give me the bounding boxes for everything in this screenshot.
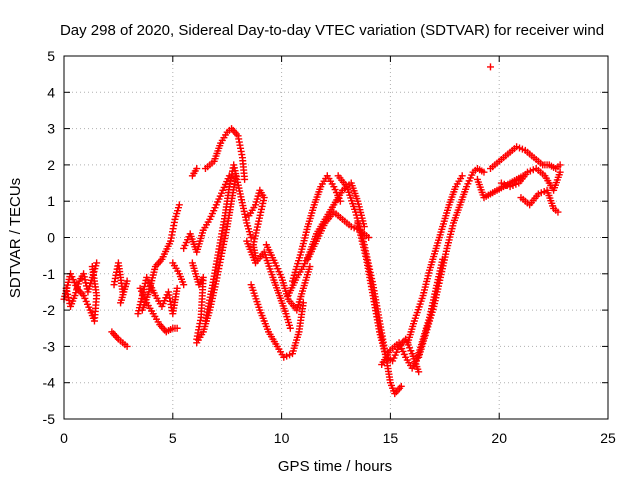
series-trace-ad <box>517 186 562 216</box>
y-tick-label: -5 <box>43 411 56 427</box>
data-point <box>123 342 131 350</box>
x-tick-label: 20 <box>491 430 507 446</box>
x-axis-label: GPS time / hours <box>278 458 392 475</box>
data-point <box>232 172 240 180</box>
data-point <box>458 172 466 180</box>
data-point <box>175 201 183 209</box>
x-tick-label: 0 <box>60 430 68 446</box>
series-trace-h <box>169 259 188 289</box>
y-tick-label: 5 <box>47 48 55 64</box>
series-trace-ab <box>486 143 564 173</box>
data-point <box>241 175 249 183</box>
data-point <box>397 382 405 390</box>
series-trace-m <box>201 125 249 183</box>
data-point <box>336 197 344 205</box>
x-tick-label: 15 <box>383 430 399 446</box>
y-tick-label: -1 <box>43 266 56 282</box>
y-tick-label: 4 <box>47 84 55 100</box>
data-point <box>365 234 373 241</box>
data-point <box>173 284 181 292</box>
data-point <box>225 172 233 180</box>
data-point <box>556 168 564 176</box>
data-point <box>93 259 101 267</box>
data-point <box>486 63 494 71</box>
data-point <box>286 324 294 332</box>
data-point <box>247 234 255 241</box>
series-trace-y <box>404 172 466 347</box>
data-point <box>173 324 181 332</box>
data-point <box>415 368 423 376</box>
series-trace-o <box>245 186 268 260</box>
series-trace-g <box>138 201 183 314</box>
y-tick-label: -4 <box>43 375 56 391</box>
x-tick-label: 10 <box>274 430 290 446</box>
series-trace-l <box>193 172 240 347</box>
series-trace-w <box>354 219 423 376</box>
y-tick-label: 3 <box>47 121 55 137</box>
chart-title: Day 298 of 2020, Sidereal Day-to-day VTE… <box>60 22 604 39</box>
data-point <box>299 299 307 307</box>
y-tick-label: 2 <box>47 157 55 173</box>
series-trace-r <box>262 241 314 314</box>
x-tick-label: 5 <box>169 430 177 446</box>
data-point <box>554 208 562 216</box>
series-trace-ac <box>497 165 564 194</box>
data-point <box>117 299 125 307</box>
axis-ticks: 0 5 10 15 20 25 -5 -4 -3 -2 -1 0 1 2 3 4 5 <box>43 48 616 446</box>
series-trace-d <box>108 328 131 350</box>
y-tick-label: 0 <box>47 230 55 246</box>
grid <box>64 56 608 419</box>
y-axis-label: SDTVAR / TECUs <box>7 178 24 298</box>
series-trace-z <box>415 165 488 361</box>
series-trace-q <box>247 281 307 361</box>
data-point <box>480 168 488 176</box>
data-point <box>193 165 201 173</box>
series-trace-b <box>62 259 101 310</box>
series-trace-u <box>304 208 373 263</box>
data-point <box>180 281 188 289</box>
series-trace-p <box>243 237 294 332</box>
x-tick-label: 25 <box>600 430 616 446</box>
plot-points <box>60 63 564 398</box>
data-point <box>556 161 564 169</box>
y-tick-label: -3 <box>43 338 56 354</box>
y-tick-label: -2 <box>43 302 56 318</box>
series-trace-j <box>188 165 201 180</box>
series-trace-c <box>110 259 131 307</box>
series-trace-n <box>180 172 233 256</box>
y-tick-label: 1 <box>47 193 55 209</box>
data-point <box>306 263 314 271</box>
series-outlier <box>486 63 494 71</box>
